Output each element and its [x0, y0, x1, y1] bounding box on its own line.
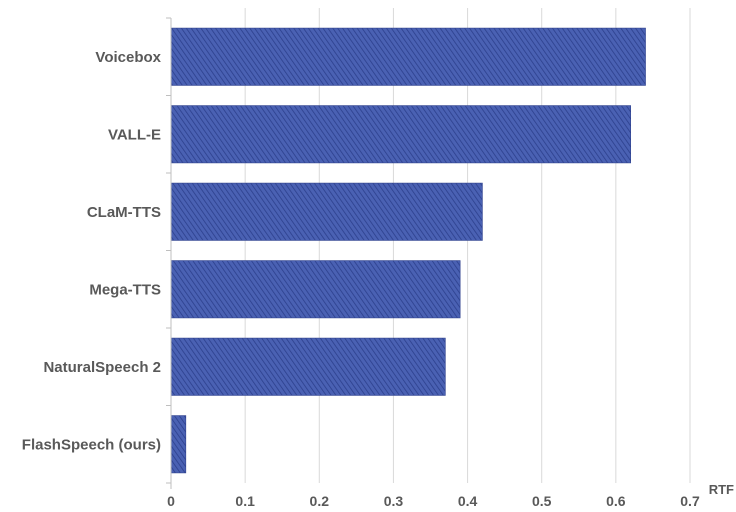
x-axis-title: RTF [709, 482, 734, 497]
category-label: Voicebox [95, 49, 161, 66]
bar [170, 337, 446, 396]
x-tick-labels: 0 0.1 0.2 0.3 0.4 0.5 0.6 0.7 [167, 493, 700, 509]
x-tick-label: 0.3 [384, 493, 404, 509]
x-tick-label: 0.6 [606, 493, 626, 509]
bars [170, 27, 646, 474]
x-tick-label: 0.2 [310, 493, 330, 509]
bar [170, 415, 187, 474]
category-label: CLaM-TTS [87, 204, 161, 221]
category-labels: Voicebox VALL-E CLaM-TTS Mega-TTS NaturalSpe… [22, 49, 162, 454]
x-tick-label: 0 [167, 493, 175, 509]
category-label: Mega-TTS [89, 281, 161, 298]
category-label: NaturalSpeech 2 [43, 359, 161, 376]
x-tick-label: 0.5 [532, 493, 552, 509]
x-tick-label: 0.1 [235, 493, 255, 509]
gridlines [244, 8, 691, 483]
bar [170, 182, 483, 241]
bar [170, 27, 646, 86]
category-ticks [166, 17, 171, 484]
bar [170, 260, 461, 319]
category-label: FlashSpeech (ours) [22, 436, 161, 453]
x-tick-label: 0.7 [680, 493, 700, 509]
bar [170, 105, 631, 164]
category-label: VALL-E [108, 126, 161, 143]
x-tick-label: 0.4 [458, 493, 478, 509]
